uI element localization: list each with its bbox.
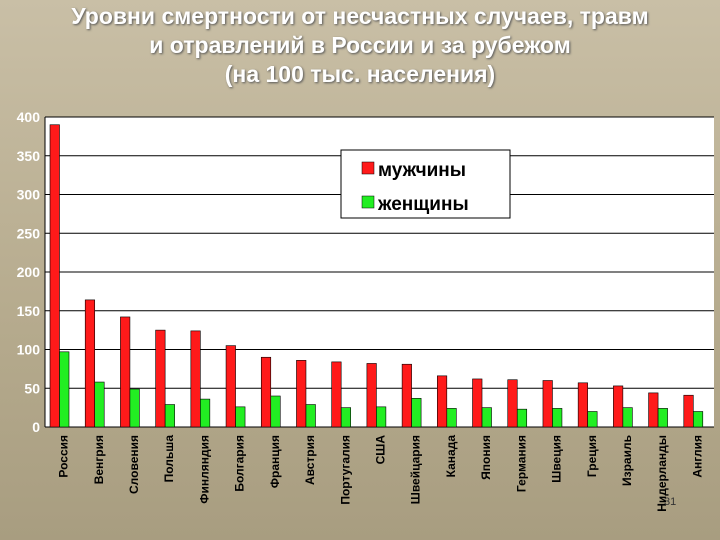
bar-men	[296, 360, 307, 428]
bar-women	[481, 407, 492, 428]
bar-men	[190, 330, 201, 428]
bar-men	[648, 392, 659, 428]
bar-men	[401, 363, 412, 428]
category-label: Германия	[514, 435, 528, 492]
slide-title: Уровни смертности от несчастных случаев,…	[0, 2, 720, 89]
bar-women	[376, 406, 387, 428]
bar-women	[692, 411, 704, 428]
bar-men	[577, 382, 588, 428]
bar-men	[260, 356, 272, 428]
bar-women	[235, 406, 246, 428]
y-tick-label: 400	[17, 109, 41, 125]
bars	[49, 124, 704, 428]
y-axis-labels: 0 50 100 150 200 250 300 350 400	[17, 109, 41, 435]
bar-women	[622, 407, 633, 428]
legend-swatch-women	[361, 195, 375, 209]
bar-men	[225, 345, 236, 428]
bar-men	[366, 363, 377, 428]
y-tick-label: 300	[17, 187, 41, 203]
category-label: Греция	[585, 435, 599, 477]
bar-men	[472, 378, 483, 428]
bar-men	[437, 375, 448, 428]
category-label: Португалия	[338, 435, 352, 505]
category-label: Россия	[57, 435, 71, 478]
bar-women	[552, 408, 563, 428]
bar-women	[94, 381, 105, 428]
bar-women	[129, 388, 140, 428]
y-tick-label: 50	[24, 380, 40, 396]
y-tick-label: 350	[17, 148, 41, 164]
category-label: Финляндия	[197, 435, 211, 504]
legend: мужчины женщины	[340, 149, 511, 219]
y-tick-label: 200	[17, 264, 41, 280]
bar-men	[683, 394, 694, 428]
category-label: Швейцария	[409, 435, 423, 504]
bar-women	[200, 398, 211, 428]
legend-swatch-men	[361, 161, 375, 175]
legend-label-men: мужчины	[378, 160, 466, 181]
bar-women	[446, 408, 457, 428]
y-tick-label: 0	[32, 419, 40, 435]
category-label: Польша	[162, 435, 176, 483]
bar-men	[613, 385, 624, 428]
category-label: Швеция	[550, 435, 564, 483]
category-labels: Россия Венгрия Словения Польша Финляндия Болг…	[57, 435, 705, 512]
category-label: Франция	[268, 435, 282, 488]
y-tick-label: 150	[17, 303, 41, 319]
category-label: Израиль	[620, 435, 634, 486]
category-label: Австрия	[303, 435, 317, 485]
bar-women	[270, 395, 281, 428]
bar-women	[516, 408, 528, 428]
category-label: Япония	[479, 435, 493, 480]
bar-men	[331, 361, 342, 428]
category-label: США	[374, 435, 388, 465]
title-line-3: (на 100 тыс. населения)	[224, 61, 496, 87]
bar-men	[542, 380, 553, 428]
y-tick-label: 100	[17, 342, 41, 358]
category-label: Венгрия	[92, 435, 106, 484]
bar-men	[155, 329, 166, 428]
category-label: Англия	[690, 435, 704, 478]
bar-women	[305, 404, 316, 428]
bar-women	[587, 411, 598, 428]
y-tick-label: 250	[17, 225, 41, 241]
category-label: Болгария	[233, 435, 247, 492]
title-line-2: и отравлений в России и за рубежом	[149, 32, 571, 58]
category-label: Канада	[444, 435, 458, 478]
bar-men	[120, 316, 131, 428]
bar-men	[49, 124, 60, 428]
bar-women	[340, 407, 351, 428]
bar-men	[507, 379, 518, 428]
category-label: Нидерланды	[655, 435, 669, 512]
bar-women	[411, 398, 422, 428]
bar-women	[657, 408, 668, 428]
legend-label-women: женщины	[377, 194, 469, 215]
bar-men	[84, 299, 96, 428]
category-label: Словения	[127, 435, 141, 494]
bar-women	[59, 351, 70, 428]
bar-women	[164, 404, 175, 428]
slide-number: 31	[664, 496, 677, 508]
title-line-1: Уровни смертности от несчастных случаев,…	[71, 3, 649, 29]
